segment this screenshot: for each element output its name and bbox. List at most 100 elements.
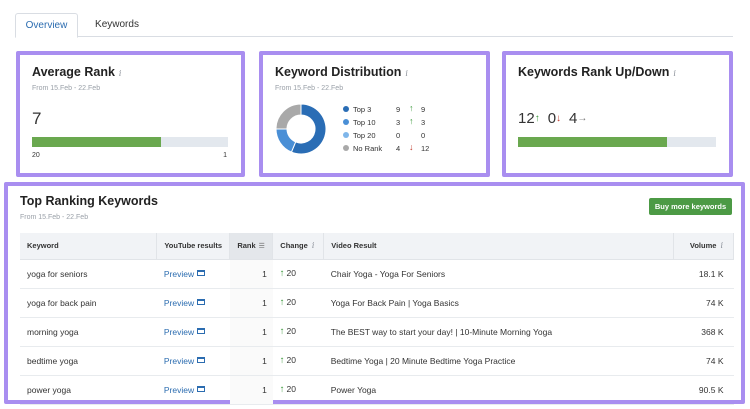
arrow-icon: ↑ — [409, 103, 414, 113]
keyword-cell: yoga for back pain — [20, 288, 157, 318]
arrow-down-icon: ↓ — [556, 113, 562, 124]
average-rank-title: Average Rank i — [32, 65, 122, 79]
keyword-cell: yoga for seniors — [20, 259, 157, 289]
column-header-change[interactable]: Change i — [272, 233, 325, 260]
tab-overview[interactable]: Overview — [15, 13, 78, 38]
date-range: From 15.Feb - 22.Feb — [20, 214, 89, 221]
preview-link[interactable]: Preview — [163, 384, 195, 395]
tab-keywords[interactable]: Keywords — [95, 19, 139, 30]
info-icon[interactable]: i — [118, 69, 122, 78]
info-icon[interactable]: i — [405, 69, 408, 78]
top-keywords-table: Keyword YouTube results Rank ☰ Change i Vi… — [20, 233, 735, 405]
average-rank-card: Average Rank i From 15.Feb - 22.Feb 7 20 … — [16, 51, 245, 177]
column-header-video-result: Video Result — [323, 233, 674, 260]
video-result-cell: Bedtime Yoga | 20 Minute Bedtime Yoga Pr… — [323, 346, 674, 376]
table-row: power yoga Preview 1 ↑ 20 Power Yoga 90.5 K — [20, 375, 734, 405]
preview-link[interactable]: Preview — [163, 268, 195, 279]
arrow-up-icon: ↑ — [279, 268, 285, 279]
column-header-volume[interactable]: Volume i — [673, 233, 735, 260]
arrow-up-icon: ↑ — [279, 384, 285, 395]
legend-row-top-3: Top 3 9 ↑ 9 — [343, 103, 483, 116]
change-cell: ↑ 20 — [272, 259, 324, 289]
legend-dot — [343, 106, 349, 112]
arrow-up-icon: ↑ — [279, 297, 285, 308]
window-icon[interactable] — [197, 386, 206, 393]
change-cell: ↑ 20 — [272, 346, 324, 376]
top-ranking-keywords-card: Top Ranking Keywords From 15.Feb - 22.Fe… — [4, 182, 745, 405]
column-header-rank[interactable]: Rank ☰ — [229, 233, 274, 260]
video-result-cell: Chair Yoga - Yoga For Seniors — [323, 259, 674, 289]
window-icon[interactable] — [197, 299, 206, 306]
volume-cell: 18.1 K — [673, 259, 734, 289]
table-header-row: Keyword YouTube results Rank ☰ Change i Vi… — [20, 233, 735, 260]
keyword-cell: power yoga — [20, 375, 157, 405]
arrow-up-icon: ↑ — [534, 113, 540, 124]
top-ranking-keywords-title: Top Ranking Keywords — [20, 194, 158, 208]
legend-row-top-20: Top 20 0 0 — [343, 129, 483, 142]
rank-cell: 1 — [229, 375, 273, 405]
distribution-legend: Top 3 9 ↑ 9 Top 10 3 ↑ 3 Top 20 0 0 No R… — [343, 103, 483, 155]
preview-cell: Preview — [156, 375, 230, 405]
rank-cell: 1 — [229, 317, 273, 347]
window-icon[interactable] — [197, 328, 206, 335]
keyword-cell: morning yoga — [20, 317, 157, 347]
average-rank-bar — [32, 137, 228, 147]
arrow-icon: ↓ — [409, 142, 414, 152]
rank-cell: 1 — [229, 346, 273, 376]
video-result-cell: Power Yoga — [323, 375, 674, 405]
info-icon[interactable]: i — [311, 241, 315, 251]
buy-more-keywords-button[interactable]: Buy more keywords — [649, 198, 732, 215]
rank-updown-title: Keywords Rank Up/Down i — [518, 65, 676, 79]
table-row: bedtime yoga Preview 1 ↑ 20 Bedtime Yoga | 20… — [20, 346, 734, 376]
info-icon[interactable]: i — [720, 241, 723, 251]
arrow-icon: ↑ — [409, 116, 414, 126]
date-range: From 15.Feb - 22.Feb — [32, 85, 101, 92]
preview-cell: Preview — [156, 346, 230, 376]
donut-slice-no-rank[interactable] — [275, 103, 302, 130]
date-range: From 15.Feb - 22.Feb — [275, 85, 344, 92]
rank-updown-bar — [518, 137, 716, 147]
preview-cell: Preview — [156, 288, 230, 318]
donut-slice-top-3[interactable] — [290, 103, 327, 155]
volume-cell: 90.5 K — [673, 375, 734, 405]
down-count: 0 — [547, 110, 557, 127]
bar-min-label: 20 — [32, 152, 40, 159]
column-header-youtube-results: YouTube results — [156, 233, 231, 260]
table-row: morning yoga Preview 1 ↑ 20 The BEST way to s… — [20, 317, 734, 347]
video-result-cell: Yoga For Back Pain | Yoga Basics — [323, 288, 674, 318]
arrow-up-icon: ↑ — [279, 355, 285, 366]
rank-cell: 1 — [229, 288, 273, 318]
donut-slice-top-10[interactable] — [275, 128, 297, 153]
legend-dot — [343, 145, 349, 151]
change-cell: ↑ 20 — [272, 317, 324, 347]
preview-link[interactable]: Preview — [163, 297, 195, 308]
legend-dot — [343, 132, 349, 138]
neutral-count: 4 — [569, 110, 578, 127]
volume-cell: 368 K — [673, 317, 734, 347]
tab-bar: Overview Keywords — [15, 13, 733, 38]
distribution-donut-chart — [275, 103, 327, 155]
volume-cell: 74 K — [673, 288, 734, 318]
up-count: 12 — [518, 110, 535, 127]
window-icon[interactable] — [197, 357, 206, 364]
table-row: yoga for seniors Preview 1 ↑ 20 Chair Yoga - … — [20, 259, 734, 289]
arrow-right-icon: → — [577, 113, 588, 124]
legend-row-no-rank: No Rank 4 ↓ 12 — [343, 142, 483, 155]
info-icon[interactable]: i — [673, 69, 676, 78]
rank-updown-bar-fill — [518, 137, 667, 147]
preview-cell: Preview — [156, 317, 230, 347]
legend-dot — [343, 119, 349, 125]
sort-icon: ☰ — [258, 243, 265, 251]
window-icon[interactable] — [197, 270, 206, 277]
change-cell: ↑ 20 — [272, 375, 324, 405]
preview-link[interactable]: Preview — [163, 326, 195, 337]
rank-cell: 1 — [229, 259, 273, 289]
average-rank-bar-fill — [32, 137, 162, 147]
preview-link[interactable]: Preview — [163, 355, 195, 366]
bar-max-label: 1 — [223, 152, 227, 159]
legend-row-top-10: Top 10 3 ↑ 3 — [343, 116, 483, 129]
average-rank-value: 7 — [32, 109, 42, 128]
keyword-cell: bedtime yoga — [20, 346, 157, 376]
rank-updown-counts: 12↑ 0↓ 4→ — [518, 110, 595, 127]
keyword-distribution-title: Keyword Distribution i — [275, 65, 408, 79]
